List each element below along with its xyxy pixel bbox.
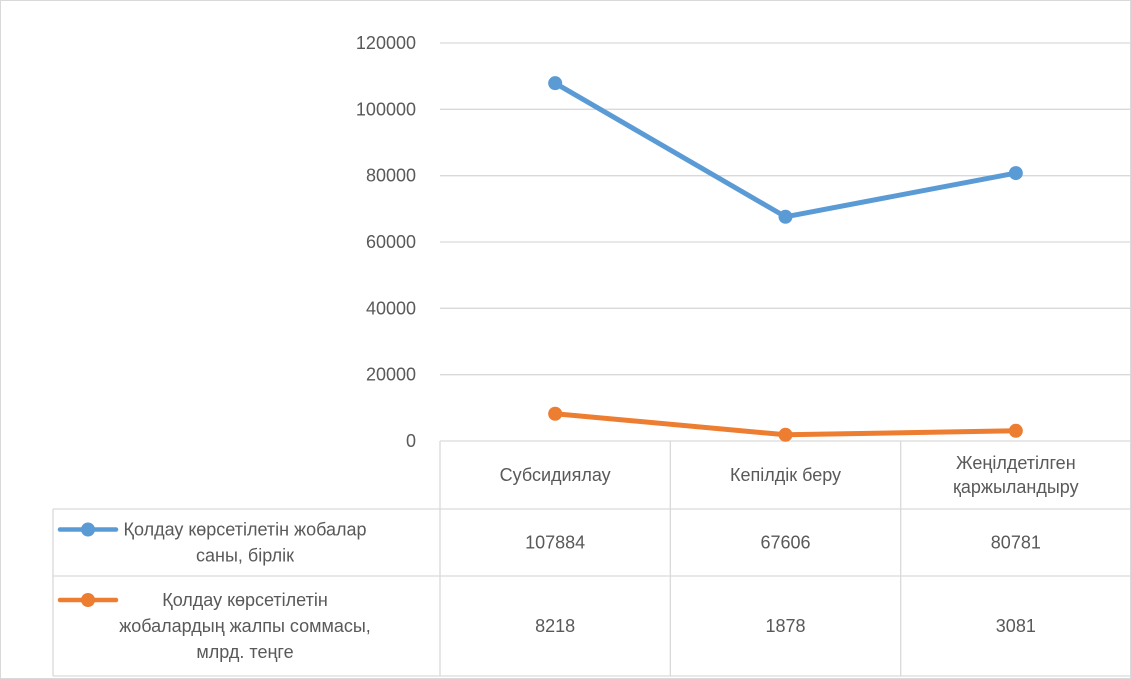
data-point [778,209,793,224]
legend-key-marker [81,522,95,537]
data-point [548,76,563,91]
series-lines [548,76,1023,442]
gridlines [440,42,1131,442]
y-tick-label: 60000 [366,232,416,252]
y-tick-label: 40000 [366,298,416,318]
y-tick-label: 20000 [366,365,416,385]
legend-label: жобалардың жалпы соммасы, [119,616,371,636]
category-label: Жеңілдетілген [956,453,1076,473]
legend-label: млрд. теңге [196,642,293,662]
y-tick-label: 100000 [356,99,416,119]
table-value: 80781 [991,533,1041,553]
table-value: 1878 [765,616,805,636]
data-point [1008,166,1023,181]
category-label: Кепілдік беру [730,465,841,485]
table-value: 107884 [525,533,585,553]
legend-label: Қолдау көрсетілетін [162,590,328,610]
data-point [778,427,793,442]
legend-label: саны, бірлік [196,546,294,566]
y-axis-tick-labels: 0 20000 40000 60000 80000 100000 120000 [356,33,416,451]
data-point [1008,423,1023,438]
y-tick-label: 0 [406,431,416,451]
legend-key-marker [81,593,95,607]
category-label: қаржыландыру [953,477,1079,497]
category-label: Субсидиялау [500,465,611,485]
data-point [548,406,563,421]
y-tick-label: 120000 [356,33,416,53]
table-value: 67606 [760,533,810,553]
data-table: Субсидиялау Кепілдік беру Жеңілдетілген қар… [52,441,1131,677]
table-value: 3081 [996,616,1036,636]
legend-label: Қолдау көрсетілетін жобалар [123,520,366,540]
table-value: 8218 [535,616,575,636]
y-tick-label: 80000 [366,166,416,186]
